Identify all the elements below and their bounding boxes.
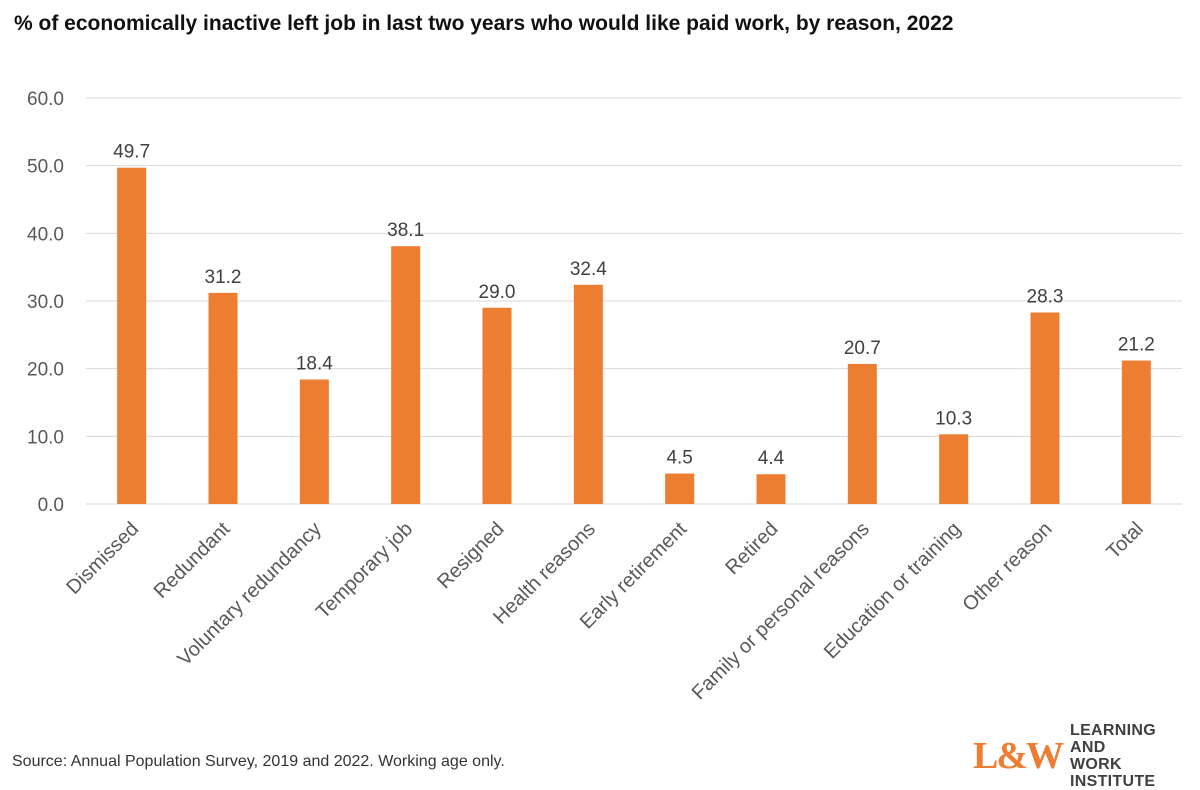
bar	[482, 307, 512, 504]
category-label: Retired	[721, 518, 782, 579]
y-tick-label: 40.0	[27, 224, 64, 245]
data-label: 28.3	[1027, 287, 1064, 308]
data-label: 21.2	[1118, 335, 1155, 356]
bar	[665, 473, 695, 504]
bar	[939, 434, 969, 504]
data-label: 32.4	[570, 259, 607, 280]
bar	[573, 284, 603, 504]
bar	[1030, 312, 1060, 504]
data-label: 20.7	[844, 338, 881, 359]
category-label: Redundant	[150, 518, 235, 603]
y-tick-label: 60.0	[27, 89, 64, 110]
gridlines	[86, 97, 1182, 505]
data-labels: 49.7 31.2 18.4 38.1 29.0 32.4 4.5 4.4 20.7 10.3 28…	[113, 142, 1155, 470]
data-label: 10.3	[935, 408, 972, 429]
data-label: 4.4	[758, 448, 785, 469]
logo-mark: L&W	[973, 735, 1064, 777]
category-label: Total	[1102, 518, 1147, 563]
bar	[208, 292, 238, 504]
data-label: 49.7	[113, 142, 150, 163]
data-label: 18.4	[296, 353, 333, 374]
source-note: Source: Annual Population Survey, 2019 a…	[12, 753, 505, 770]
chart-title: % of economically inactive left job in l…	[14, 12, 954, 35]
bar	[299, 379, 329, 504]
bar	[756, 474, 786, 504]
y-axis-ticks: 0.0 10.0 20.0 30.0 40.0 50.0 60.0	[27, 89, 64, 516]
data-label: 38.1	[387, 220, 424, 241]
logo-text: LEARNING AND WORK INSTITUTE	[1070, 722, 1193, 790]
category-label: Other reason	[958, 518, 1056, 616]
category-label: Temporary job	[312, 518, 417, 623]
category-label: Dismissed	[62, 518, 143, 599]
logo-text-line-2: WORK INSTITUTE	[1070, 756, 1156, 790]
data-label: 4.5	[666, 448, 692, 469]
learning-and-work-institute-logo: L&W LEARNING AND WORK INSTITUTE	[973, 722, 1193, 790]
data-label: 31.2	[205, 267, 242, 288]
y-tick-label: 0.0	[38, 495, 64, 516]
y-tick-label: 20.0	[27, 360, 64, 381]
y-tick-label: 30.0	[27, 292, 64, 313]
logo-text-line-1: LEARNING AND	[1070, 722, 1156, 756]
category-label: Resigned	[433, 518, 508, 593]
category-label: Family or personal reasons	[688, 518, 874, 704]
y-tick-label: 50.0	[27, 157, 64, 178]
bar	[117, 167, 147, 505]
bar	[391, 246, 421, 504]
bar	[847, 363, 877, 504]
y-tick-label: 10.0	[27, 427, 64, 448]
bar	[1121, 360, 1151, 504]
bars	[117, 167, 1151, 505]
data-label: 29.0	[479, 282, 516, 303]
